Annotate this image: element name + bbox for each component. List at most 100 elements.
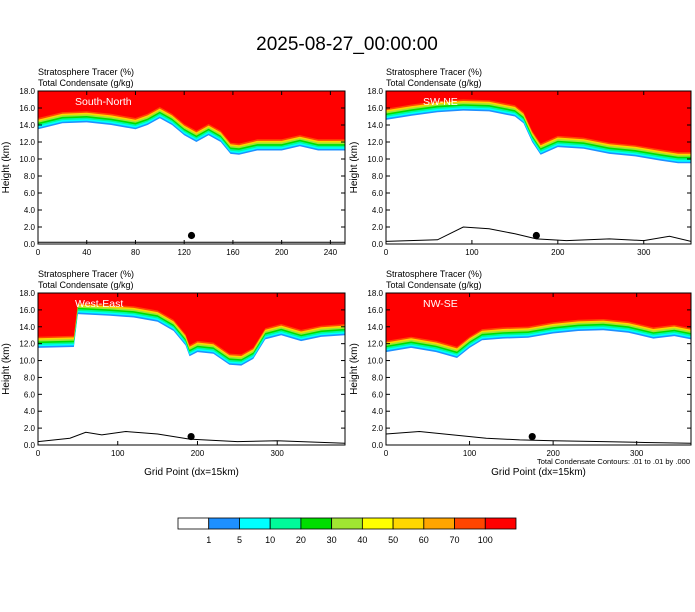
x-axis-label: Grid Point (dx=15km) — [144, 467, 239, 478]
y-tick-label: 2.0 — [372, 424, 384, 433]
terrain-line — [38, 430, 345, 444]
y-tick-label: 10.0 — [19, 357, 35, 366]
y-tick-label: 16.0 — [367, 306, 383, 315]
plot-frame — [385, 292, 692, 446]
y-tick-label: 18.0 — [19, 87, 35, 96]
colorbar-swatch — [484, 517, 517, 530]
x-tick-label: 100 — [465, 248, 479, 257]
plot-frame — [37, 90, 346, 245]
y-tick-label: 6.0 — [372, 390, 384, 399]
x-tick-label: 80 — [131, 248, 140, 257]
x-tick-label: 200 — [551, 248, 565, 257]
y-tick-label: 0.0 — [372, 441, 384, 450]
panel-3: Stratosphere Tracer (%)Total Condensate … — [1, 269, 346, 478]
colorbar-label: 100 — [478, 535, 493, 545]
panel-header-condensate: Total Condensate (g/kg) — [386, 78, 482, 88]
plot-frame — [385, 90, 692, 245]
y-tick-label: 12.0 — [367, 138, 383, 147]
y-tick-label: 16.0 — [367, 104, 383, 113]
y-tick-label: 8.0 — [372, 373, 384, 382]
panel-header-condensate: Total Condensate (g/kg) — [38, 280, 134, 290]
terrain-line — [386, 430, 691, 444]
panels: Stratosphere Tracer (%)Total Condensate … — [1, 67, 692, 478]
y-tick-label: 18.0 — [19, 289, 35, 298]
y-axis-label: Height (km) — [349, 343, 360, 395]
y-tick-label: 6.0 — [372, 189, 384, 198]
y-tick-label: 2.0 — [24, 424, 36, 433]
y-tick-label: 6.0 — [24, 189, 36, 198]
colorbar-swatch — [423, 517, 455, 530]
y-tick-label: 10.0 — [367, 155, 383, 164]
colorbar-swatch — [269, 517, 302, 530]
x-tick-label: 0 — [36, 449, 41, 458]
panel-header-tracer: Stratosphere Tracer (%) — [386, 67, 482, 77]
colorbar-swatch — [177, 517, 210, 530]
y-tick-label: 4.0 — [24, 407, 36, 416]
y-tick-label: 16.0 — [19, 104, 35, 113]
y-tick-label: 0.0 — [24, 441, 36, 450]
y-tick-label: 0.0 — [24, 240, 36, 249]
y-tick-label: 4.0 — [372, 407, 384, 416]
y-tick-label: 10.0 — [19, 155, 35, 164]
colorbar-swatch — [454, 517, 486, 530]
panel-2: Stratosphere Tracer (%)Total Condensate … — [349, 67, 692, 257]
y-axis-label: Height (km) — [1, 343, 12, 395]
panel-header-tracer: Stratosphere Tracer (%) — [38, 67, 134, 77]
panel-label: South-North — [75, 96, 132, 108]
y-tick-label: 14.0 — [19, 121, 35, 130]
x-axis-label: Grid Point (dx=15km) — [491, 467, 586, 478]
colorbar-swatch — [392, 517, 425, 530]
panel-label: SW-NE — [423, 96, 458, 108]
panel-header-tracer: Stratosphere Tracer (%) — [386, 269, 482, 279]
tracer-field — [386, 293, 691, 444]
stratosphere-core — [38, 91, 345, 144]
colorbar-swatch — [331, 517, 363, 530]
x-tick-label: 100 — [463, 449, 477, 458]
colorbar-label: 10 — [265, 535, 275, 545]
y-axis-label: Height (km) — [1, 142, 12, 194]
y-tick-label: 14.0 — [367, 121, 383, 130]
panel-label: NW-SE — [423, 298, 458, 310]
y-tick-label: 14.0 — [19, 323, 35, 332]
x-tick-label: 120 — [178, 248, 192, 257]
y-tick-label: 0.0 — [372, 240, 384, 249]
tracer-field — [386, 91, 691, 242]
panel-header-condensate: Total Condensate (g/kg) — [386, 280, 482, 290]
x-tick-label: 300 — [630, 449, 644, 458]
x-tick-label: 0 — [36, 248, 41, 257]
y-tick-label: 18.0 — [367, 289, 383, 298]
x-tick-label: 200 — [275, 248, 289, 257]
y-tick-label: 2.0 — [372, 223, 384, 232]
y-tick-label: 2.0 — [24, 223, 36, 232]
y-tick-label: 12.0 — [19, 138, 35, 147]
panel-1: Stratosphere Tracer (%)Total Condensate … — [1, 67, 346, 257]
location-marker — [187, 231, 196, 240]
panel-header-tracer: Stratosphere Tracer (%) — [38, 269, 134, 279]
location-marker — [187, 432, 195, 441]
colorbar-label: 5 — [237, 535, 242, 545]
y-tick-label: 8.0 — [372, 172, 384, 181]
y-axis-label: Height (km) — [349, 142, 360, 194]
x-tick-label: 300 — [637, 248, 651, 257]
colorbar-label: 60 — [419, 535, 429, 545]
panel-4: Stratosphere Tracer (%)Total Condensate … — [349, 269, 692, 478]
x-tick-label: 0 — [384, 449, 389, 458]
location-marker — [532, 231, 540, 240]
y-tick-label: 16.0 — [19, 306, 35, 315]
y-tick-label: 4.0 — [24, 206, 36, 215]
x-tick-label: 200 — [546, 449, 560, 458]
colorbar-label: 50 — [388, 535, 398, 545]
colorbar-swatch — [300, 517, 333, 530]
x-tick-label: 100 — [111, 449, 125, 458]
contour-footnote: Total Condensate Contours: .01 to .01 by… — [537, 457, 690, 466]
colorbar-swatch — [208, 517, 240, 530]
x-tick-label: 200 — [191, 449, 205, 458]
y-tick-label: 14.0 — [367, 323, 383, 332]
stratosphere-core — [386, 91, 691, 153]
y-tick-label: 6.0 — [24, 390, 36, 399]
x-tick-label: 160 — [226, 248, 240, 257]
x-tick-label: 0 — [384, 248, 389, 257]
y-tick-label: 12.0 — [367, 340, 383, 349]
panel-label: West-East — [75, 298, 123, 310]
